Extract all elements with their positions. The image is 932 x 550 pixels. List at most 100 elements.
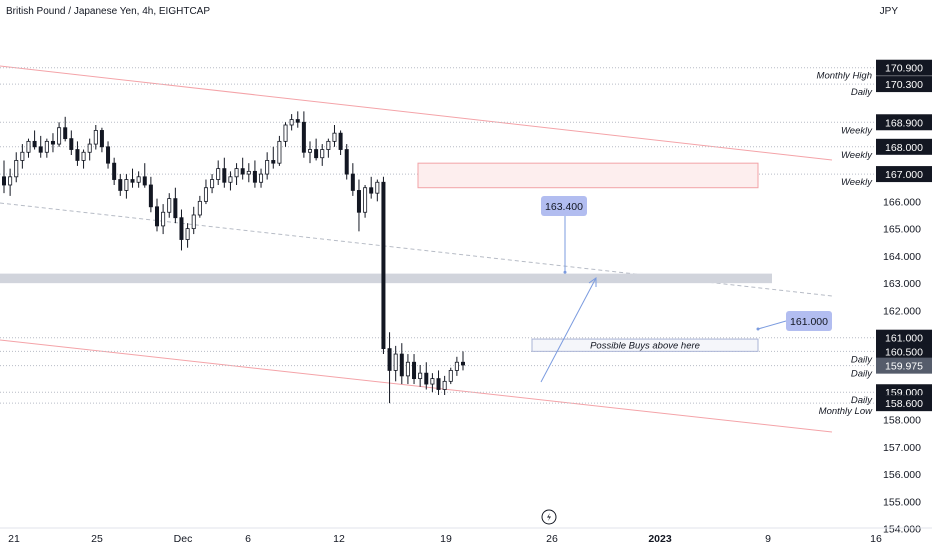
candle-body[interactable] — [326, 140, 331, 150]
candle-body[interactable] — [375, 181, 380, 194]
projection-arrow[interactable] — [540, 277, 597, 383]
candle-body[interactable] — [173, 198, 178, 219]
candle-body[interactable] — [197, 200, 202, 216]
candle-body[interactable] — [179, 217, 184, 240]
candle-body[interactable] — [50, 140, 55, 145]
candle-body[interactable] — [289, 119, 294, 126]
candle-body[interactable] — [154, 206, 159, 227]
support-band[interactable] — [0, 273, 772, 284]
price-badge[interactable] — [876, 357, 932, 374]
candle-body[interactable] — [265, 160, 270, 175]
upper-trendline[interactable] — [0, 65, 833, 161]
lower-trendline[interactable] — [0, 339, 833, 433]
candle-body[interactable] — [442, 380, 447, 390]
price-badge[interactable] — [876, 329, 932, 346]
candle-body[interactable] — [271, 160, 276, 164]
price-badge[interactable] — [876, 138, 932, 155]
time-axis-tick: 2023 — [648, 533, 672, 545]
candle-body[interactable] — [240, 168, 245, 175]
candle-body[interactable] — [460, 361, 465, 366]
candle-body[interactable] — [161, 211, 166, 227]
candle-body[interactable] — [393, 353, 398, 371]
candle-body[interactable] — [167, 198, 172, 213]
supply-zone[interactable] — [417, 162, 759, 189]
candle-body[interactable] — [295, 119, 300, 123]
time-axis-tick: 25 — [91, 533, 103, 545]
candle-body[interactable] — [2, 176, 7, 186]
candle-body[interactable] — [210, 179, 215, 189]
candle-body[interactable] — [57, 127, 62, 145]
candle-body[interactable] — [381, 181, 386, 350]
candle-body[interactable] — [418, 372, 423, 380]
time-axis-tick: 16 — [870, 533, 882, 545]
candle-body[interactable] — [32, 140, 37, 148]
candle-body[interactable] — [338, 132, 343, 150]
callout-badge[interactable] — [786, 311, 832, 331]
candle-body[interactable] — [259, 173, 264, 183]
buy-zone[interactable] — [531, 338, 759, 352]
price-badge[interactable] — [876, 343, 932, 360]
candle-body[interactable] — [399, 353, 404, 377]
candle-body[interactable] — [277, 140, 282, 164]
candle-body[interactable] — [405, 361, 410, 377]
candle-body[interactable] — [320, 149, 325, 159]
candle-body[interactable] — [369, 187, 374, 194]
candle-body[interactable] — [124, 179, 129, 191]
candle-body[interactable] — [246, 170, 251, 175]
candle-body[interactable] — [314, 149, 319, 159]
candle-body[interactable] — [448, 370, 453, 382]
candle-body[interactable] — [136, 176, 141, 183]
candle-body[interactable] — [252, 170, 257, 183]
candle-body[interactable] — [307, 149, 312, 153]
candle-body[interactable] — [412, 361, 417, 380]
candle-body[interactable] — [106, 146, 111, 164]
candle-body[interactable] — [356, 190, 361, 213]
candle-body[interactable] — [38, 146, 43, 153]
candle-body[interactable] — [454, 361, 459, 371]
candle-body[interactable] — [118, 179, 123, 191]
candle-body[interactable] — [363, 187, 368, 213]
candle-body[interactable] — [14, 160, 19, 178]
candle-body[interactable] — [387, 348, 392, 371]
candle-body[interactable] — [130, 179, 135, 183]
price-badge[interactable] — [876, 166, 932, 183]
candle-body[interactable] — [81, 151, 86, 161]
candle-body[interactable] — [185, 228, 190, 240]
candle-body[interactable] — [228, 176, 233, 183]
candle-body[interactable] — [63, 127, 68, 140]
candle-body[interactable] — [20, 151, 25, 161]
candle-body[interactable] — [8, 176, 13, 186]
price-badge[interactable] — [876, 76, 932, 93]
price-axis-tick: 163.000 — [883, 278, 921, 290]
candle-body[interactable] — [99, 130, 104, 148]
candle-body[interactable] — [75, 149, 80, 161]
candle-body[interactable] — [350, 173, 355, 191]
candle-body[interactable] — [112, 162, 117, 180]
candle-body[interactable] — [69, 138, 74, 150]
candle-body[interactable] — [216, 168, 221, 180]
candle-body[interactable] — [203, 187, 208, 202]
price-badge[interactable] — [876, 114, 932, 131]
callout-badge[interactable] — [541, 196, 587, 216]
price-badge[interactable] — [876, 395, 932, 412]
candle-body[interactable] — [142, 176, 147, 186]
candle-body[interactable] — [424, 372, 429, 385]
candle-body[interactable] — [344, 149, 349, 175]
candle-body[interactable] — [148, 184, 153, 208]
candle-body[interactable] — [332, 132, 337, 142]
candle-body[interactable] — [26, 140, 31, 153]
candle-body[interactable] — [44, 140, 49, 153]
price-badge[interactable] — [876, 59, 932, 76]
candle-body[interactable] — [301, 121, 306, 153]
candle-body[interactable] — [430, 378, 435, 385]
lightning-icon[interactable] — [541, 509, 557, 525]
candle-body[interactable] — [283, 124, 288, 142]
candle-body[interactable] — [436, 378, 441, 390]
candle-body[interactable] — [234, 168, 239, 178]
price-badge-value: 170.300 — [885, 79, 923, 91]
candle-body[interactable] — [93, 130, 98, 145]
candle-body[interactable] — [87, 143, 92, 153]
candle-body[interactable] — [191, 214, 196, 230]
candle-body[interactable] — [222, 168, 227, 183]
